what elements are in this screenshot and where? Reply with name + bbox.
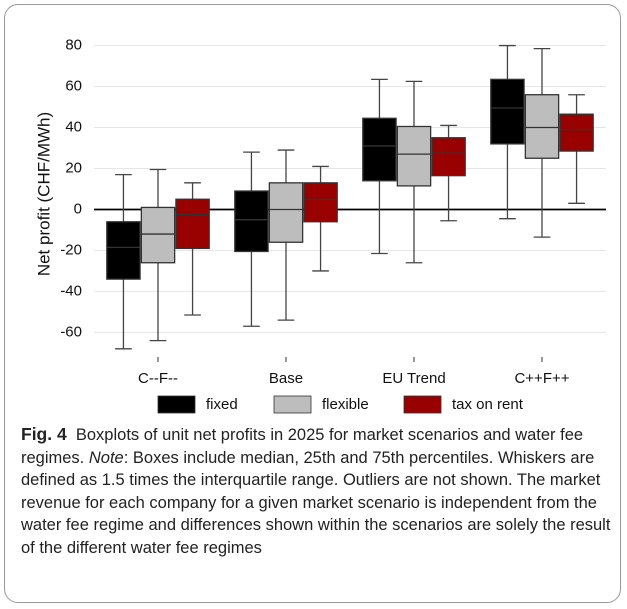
legend-label: fixed: [206, 396, 238, 413]
x-tick-label: C--F--: [138, 370, 178, 387]
box: [106, 221, 141, 280]
box: [490, 78, 525, 145]
box: [396, 125, 432, 187]
caption-note: Note: [88, 448, 124, 467]
box: [362, 117, 397, 182]
legend-swatch: [403, 395, 442, 414]
caption-label: Fig. 4: [21, 424, 67, 444]
box: [431, 137, 466, 177]
y-axis-label: Net profit (CHF/MWh): [34, 112, 53, 276]
legend-label: tax on rent: [452, 396, 524, 413]
x-tick-label: EU Trend: [382, 370, 445, 387]
legend-label: flexible: [322, 396, 369, 413]
box: [268, 182, 304, 243]
caption-body: : Boxes include median, 25th and 75th pe…: [21, 448, 611, 557]
x-tick-label: C++F++: [514, 370, 569, 387]
y-tick-label: 80: [65, 37, 82, 54]
y-tick-label: 40: [65, 118, 82, 135]
box: [559, 113, 594, 152]
box: [234, 190, 269, 253]
caption: Fig. 4 Boxplots of unit net profits in 2…: [21, 423, 616, 559]
caption-text: Boxplots of unit net profits in 2025 for…: [21, 426, 584, 467]
box: [140, 206, 176, 264]
y-tick-label: 0: [74, 200, 82, 217]
box: [524, 94, 560, 159]
x-tick-label: Base: [269, 370, 303, 387]
figure-panel: Net profit (CHF/MWh) -60 -40 -20 0 20 40 60 80 C…: [4, 4, 621, 603]
box: [303, 182, 338, 223]
y-tick-label: -60: [60, 323, 82, 340]
legend-swatch: [273, 395, 312, 414]
y-tick-label: 60: [65, 77, 82, 94]
y-tick-label: 20: [65, 159, 82, 176]
y-tick-label: -20: [60, 241, 82, 258]
y-tick-label: -40: [60, 282, 82, 299]
legend-swatch: [157, 395, 196, 414]
box: [175, 198, 210, 250]
chart: Net profit (CHF/MWh) -60 -40 -20 0 20 40 60 80 C…: [34, 37, 606, 414]
